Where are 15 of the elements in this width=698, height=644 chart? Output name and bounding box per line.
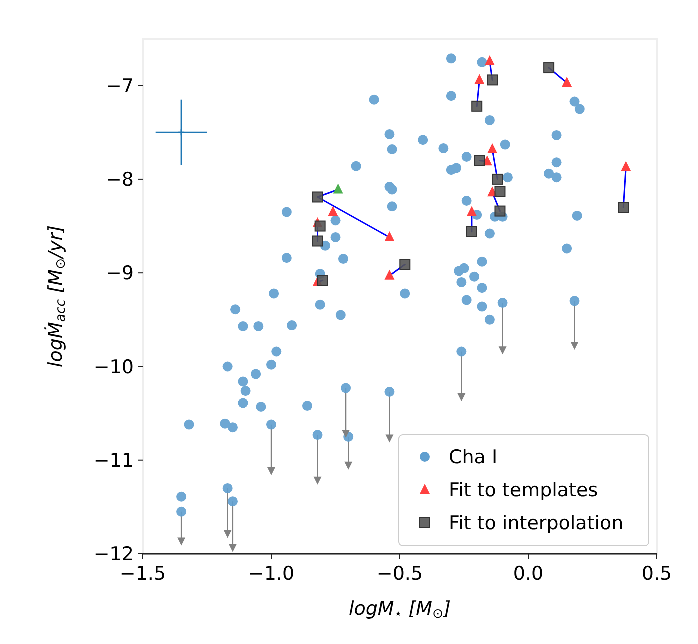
y-tick-label: −7 [106,75,134,98]
x-tick-label: 0.0 [513,563,544,585]
legend-label: Fit to interpolation [449,512,624,535]
x-tick-label: −1.0 [248,563,295,585]
x-axis-title: logM$_{⋆}$ [M$_{⊙}$] [348,598,452,622]
y-tick-label: −12 [94,544,134,566]
y-tick-label: −8 [106,169,134,192]
y-tick-label: −10 [94,356,134,378]
x-tick-label: −0.5 [376,563,424,585]
x-tick-label: 0.5 [642,563,672,585]
legend-label: Cha I [449,446,498,469]
y-tick-label: −11 [94,450,134,472]
y-tick-label: −9 [106,262,134,285]
x-tick-label: −1.5 [120,563,166,585]
legend-label: Fit to templates [449,480,598,502]
